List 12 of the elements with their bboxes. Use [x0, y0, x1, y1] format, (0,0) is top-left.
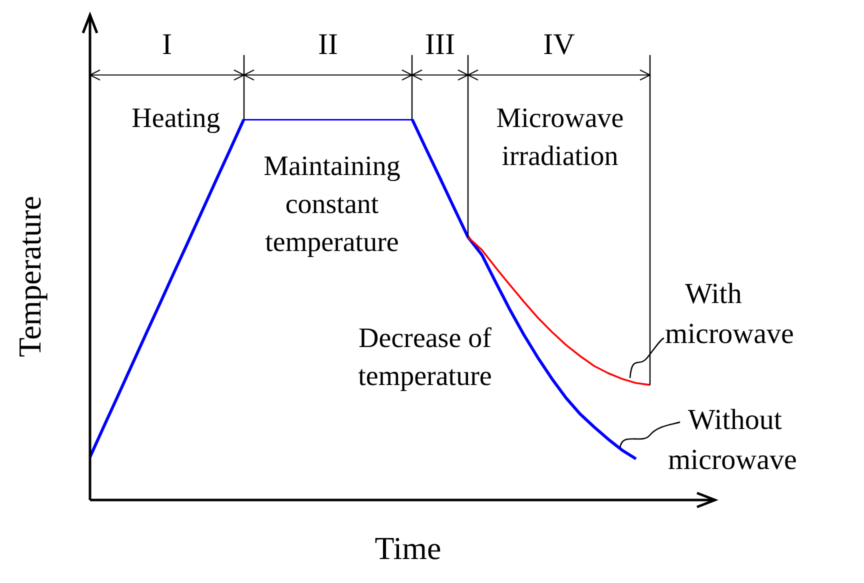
- text: II: [318, 28, 338, 61]
- series-label: With microwave: [665, 277, 795, 352]
- x-axis-title: Time: [374, 530, 442, 567]
- series-label: Without microwave: [668, 403, 798, 478]
- text: III: [425, 28, 455, 61]
- annotation: Decrease of temperature: [357, 322, 493, 394]
- annotation: Microwave irradiation: [495, 102, 625, 174]
- text: IV: [543, 28, 575, 61]
- annotation: Maintaining constant temperature: [262, 150, 402, 260]
- text: I: [161, 27, 173, 63]
- annotation: Heating: [130, 102, 222, 136]
- y-axis-title: Temperature: [12, 194, 48, 360]
